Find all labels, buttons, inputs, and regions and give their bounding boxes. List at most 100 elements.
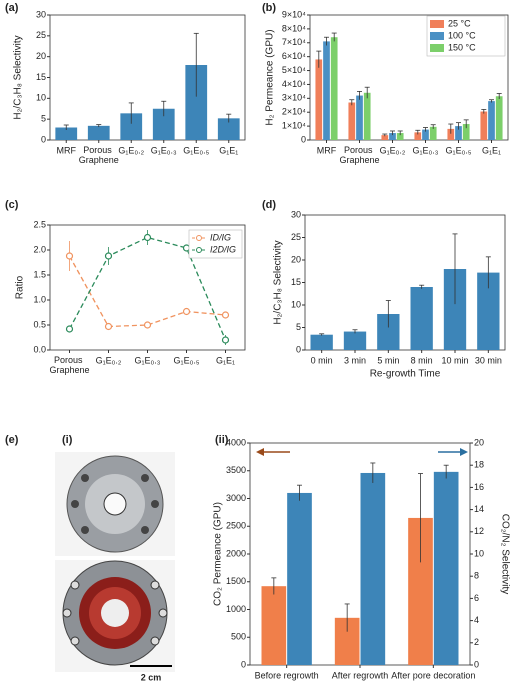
y2-tick-label: 4 <box>474 615 479 625</box>
x-tick-label: G₁E₀.₃ <box>413 145 439 155</box>
bolt <box>150 580 160 590</box>
legend-label: 150 °C <box>448 42 476 52</box>
x-tick-label: Porous Graphene <box>339 145 379 165</box>
y-tick-label: 5 <box>296 322 301 332</box>
bar <box>414 132 422 140</box>
bolt <box>158 608 168 618</box>
bolt <box>70 580 80 590</box>
bar <box>55 127 78 140</box>
y-tick-label: 3000 <box>226 493 246 503</box>
scale-label: 2 cm <box>141 672 162 682</box>
y-tick-label: 6×10⁴ <box>282 51 306 61</box>
bar <box>120 113 143 140</box>
x-tick-label: G₁E₀.₂ <box>380 145 406 155</box>
series-line <box>68 255 226 328</box>
bar <box>363 92 371 140</box>
bar <box>410 287 433 350</box>
photo-bottom <box>55 560 175 672</box>
y-tick-label: 0 <box>41 134 46 144</box>
point <box>104 252 113 260</box>
y-tick-label: 2.0 <box>33 244 46 254</box>
bolt <box>150 636 160 646</box>
x-tick-label: 10 min <box>441 355 468 365</box>
y-tick-label: 0 <box>301 134 306 144</box>
y-tick-label: 25 <box>36 30 46 40</box>
membrane <box>101 599 129 627</box>
y2-axis-label: CO₂/N₂ Selectivity <box>499 514 510 595</box>
x-axis-label: Re-growth Time <box>370 369 441 380</box>
y2-tick-label: 8 <box>474 571 479 581</box>
y-tick-label: 25 <box>291 232 301 242</box>
legend-swatch <box>196 235 202 241</box>
y-tick-label: 500 <box>231 632 246 642</box>
y-tick-label: 2.5 <box>33 219 46 229</box>
x-tick-label: G₁E₁ <box>216 355 235 365</box>
y-tick-label: 2000 <box>226 548 246 558</box>
bar <box>422 129 429 140</box>
y-axis-label: H₂/C₃H₈ Selectivity <box>13 35 24 119</box>
y2-tick-label: 18 <box>474 460 484 470</box>
bar <box>381 135 389 140</box>
y-tick-label: 2500 <box>226 521 246 531</box>
y2-tick-label: 10 <box>474 548 484 558</box>
arrow-head <box>256 448 264 456</box>
bar <box>348 102 356 140</box>
y-tick-label: 7×10⁴ <box>282 37 306 47</box>
legend-swatch <box>430 32 444 40</box>
bolt <box>70 636 80 646</box>
y-tick-label: 8×10⁴ <box>282 23 306 33</box>
bar <box>152 108 175 140</box>
x-tick-label: 0 min <box>311 355 333 365</box>
bar <box>323 41 330 141</box>
x-tick-label: G₁E₀.₃ <box>135 355 161 365</box>
legend-label: ID/IG <box>210 232 231 242</box>
y-tick-label: 0.5 <box>33 319 46 329</box>
bar <box>433 471 459 665</box>
x-tick-label: G₁E₀.₅ <box>183 145 209 155</box>
y-axis-label: H₂ Permeance (GPU) <box>265 29 276 125</box>
bar <box>261 586 287 665</box>
legend-label: I2D/IG <box>210 244 236 254</box>
legend-swatch <box>430 20 444 28</box>
bar <box>429 126 437 140</box>
legend-box <box>188 229 243 259</box>
x-tick-label: After regrowth <box>332 670 389 680</box>
bar <box>315 59 323 140</box>
point <box>65 325 74 333</box>
bolt <box>141 474 149 482</box>
bar <box>360 472 386 665</box>
point <box>221 336 230 344</box>
bar <box>217 118 240 140</box>
x-tick-label: 3 min <box>344 355 366 365</box>
y-tick-label: 15 <box>36 72 46 82</box>
bar <box>488 101 495 140</box>
point <box>182 307 191 316</box>
point <box>221 311 230 319</box>
bar <box>87 125 110 140</box>
point <box>182 244 191 252</box>
panel-label: (b) <box>262 2 276 14</box>
x-tick-label: G₁E₀.₂ <box>118 145 144 155</box>
plot-frame <box>304 214 506 351</box>
bar <box>185 65 208 140</box>
x-tick-label: G₁E₁ <box>219 145 238 155</box>
bar <box>477 272 500 350</box>
bar <box>377 314 400 350</box>
bolt <box>151 500 159 508</box>
y2-tick-label: 20 <box>474 437 484 447</box>
y2-tick-label: 6 <box>474 593 479 603</box>
x-tick-label: MRF <box>317 145 337 155</box>
bar <box>443 269 467 350</box>
panel-label: (a) <box>5 2 19 14</box>
y2-tick-label: 2 <box>474 637 479 647</box>
y-axis-label: Ratio <box>15 275 26 299</box>
bar <box>455 126 462 140</box>
y-tick-label: 3×10⁴ <box>282 93 306 103</box>
y-tick-label: 1.0 <box>33 294 46 304</box>
legend-swatch <box>430 44 444 52</box>
x-tick-label: After pore decoration <box>391 670 475 680</box>
photo-top <box>55 452 175 556</box>
point <box>104 322 113 331</box>
y-tick-label: 10 <box>36 93 46 103</box>
